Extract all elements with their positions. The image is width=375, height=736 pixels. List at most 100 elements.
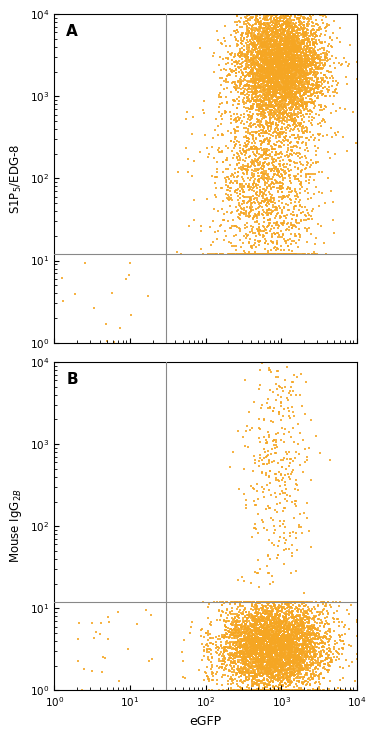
Point <box>288 667 294 679</box>
Point <box>274 202 280 214</box>
Point <box>305 49 311 61</box>
Point <box>246 248 252 260</box>
Point <box>326 38 332 50</box>
Point <box>235 651 241 663</box>
Point <box>283 57 289 68</box>
Point <box>232 615 238 626</box>
Point <box>240 144 246 156</box>
Point <box>275 152 281 164</box>
Point <box>292 196 298 208</box>
Point <box>260 661 266 673</box>
Point <box>236 606 242 618</box>
Point <box>284 641 290 653</box>
Point <box>244 623 250 634</box>
Point <box>322 69 328 81</box>
Point <box>246 68 252 80</box>
Point <box>261 665 267 677</box>
Point <box>227 63 233 75</box>
Point <box>266 179 272 191</box>
Point <box>240 33 246 45</box>
Point <box>264 24 270 35</box>
Point <box>287 631 293 643</box>
Point <box>248 481 254 492</box>
Point <box>286 91 292 103</box>
Point <box>269 629 275 641</box>
Point <box>333 75 339 87</box>
Point <box>284 77 290 88</box>
Point <box>266 83 272 95</box>
Point <box>311 56 317 68</box>
Point <box>278 643 284 654</box>
Point <box>238 65 244 77</box>
Point <box>268 52 274 64</box>
Point <box>282 603 288 615</box>
Point <box>252 618 258 630</box>
Point <box>306 45 312 57</box>
Point <box>276 200 282 212</box>
Point <box>296 76 302 88</box>
Point <box>278 626 284 638</box>
Point <box>256 679 262 691</box>
Point <box>242 163 248 175</box>
Point <box>281 72 287 84</box>
Point <box>272 622 278 634</box>
Point <box>291 631 297 643</box>
Point <box>259 49 265 60</box>
Point <box>279 24 285 35</box>
Point <box>249 54 255 66</box>
Point <box>278 28 284 40</box>
Point <box>268 51 274 63</box>
Point <box>283 64 289 76</box>
Point <box>260 632 266 644</box>
Point <box>282 642 288 654</box>
Point <box>251 86 257 98</box>
Point <box>316 76 322 88</box>
Point <box>285 142 291 154</box>
Point <box>291 656 297 668</box>
Point <box>275 99 281 110</box>
Point <box>258 142 264 154</box>
Point <box>276 621 282 633</box>
Point <box>258 107 264 119</box>
Point <box>318 85 324 96</box>
Point <box>281 131 287 143</box>
Point <box>231 630 237 642</box>
Point <box>294 98 300 110</box>
Point <box>243 499 249 511</box>
Point <box>248 58 254 70</box>
Point <box>279 631 285 643</box>
Point <box>281 217 287 229</box>
Point <box>296 644 302 656</box>
Point <box>280 75 286 87</box>
Point <box>264 35 270 47</box>
Point <box>269 604 275 616</box>
Point <box>251 620 257 632</box>
Point <box>294 668 300 679</box>
Point <box>272 85 278 97</box>
Point <box>250 657 256 669</box>
Point <box>276 76 282 88</box>
Point <box>320 113 326 125</box>
Point <box>274 45 280 57</box>
Point <box>263 87 269 99</box>
Point <box>271 615 277 627</box>
Point <box>277 640 283 652</box>
Point <box>290 21 296 32</box>
Point <box>253 84 259 96</box>
Point <box>287 43 293 55</box>
Point <box>268 78 274 90</box>
Point <box>290 22 296 34</box>
Point <box>278 88 284 100</box>
Point <box>269 77 275 88</box>
Point <box>263 631 269 643</box>
Point <box>245 113 251 125</box>
Point <box>220 645 226 657</box>
Point <box>287 17 293 29</box>
Point <box>205 651 211 663</box>
Point <box>264 631 270 643</box>
Point <box>267 62 273 74</box>
Point <box>284 71 290 82</box>
Point <box>254 671 260 683</box>
Point <box>287 155 293 167</box>
Point <box>290 50 296 62</box>
